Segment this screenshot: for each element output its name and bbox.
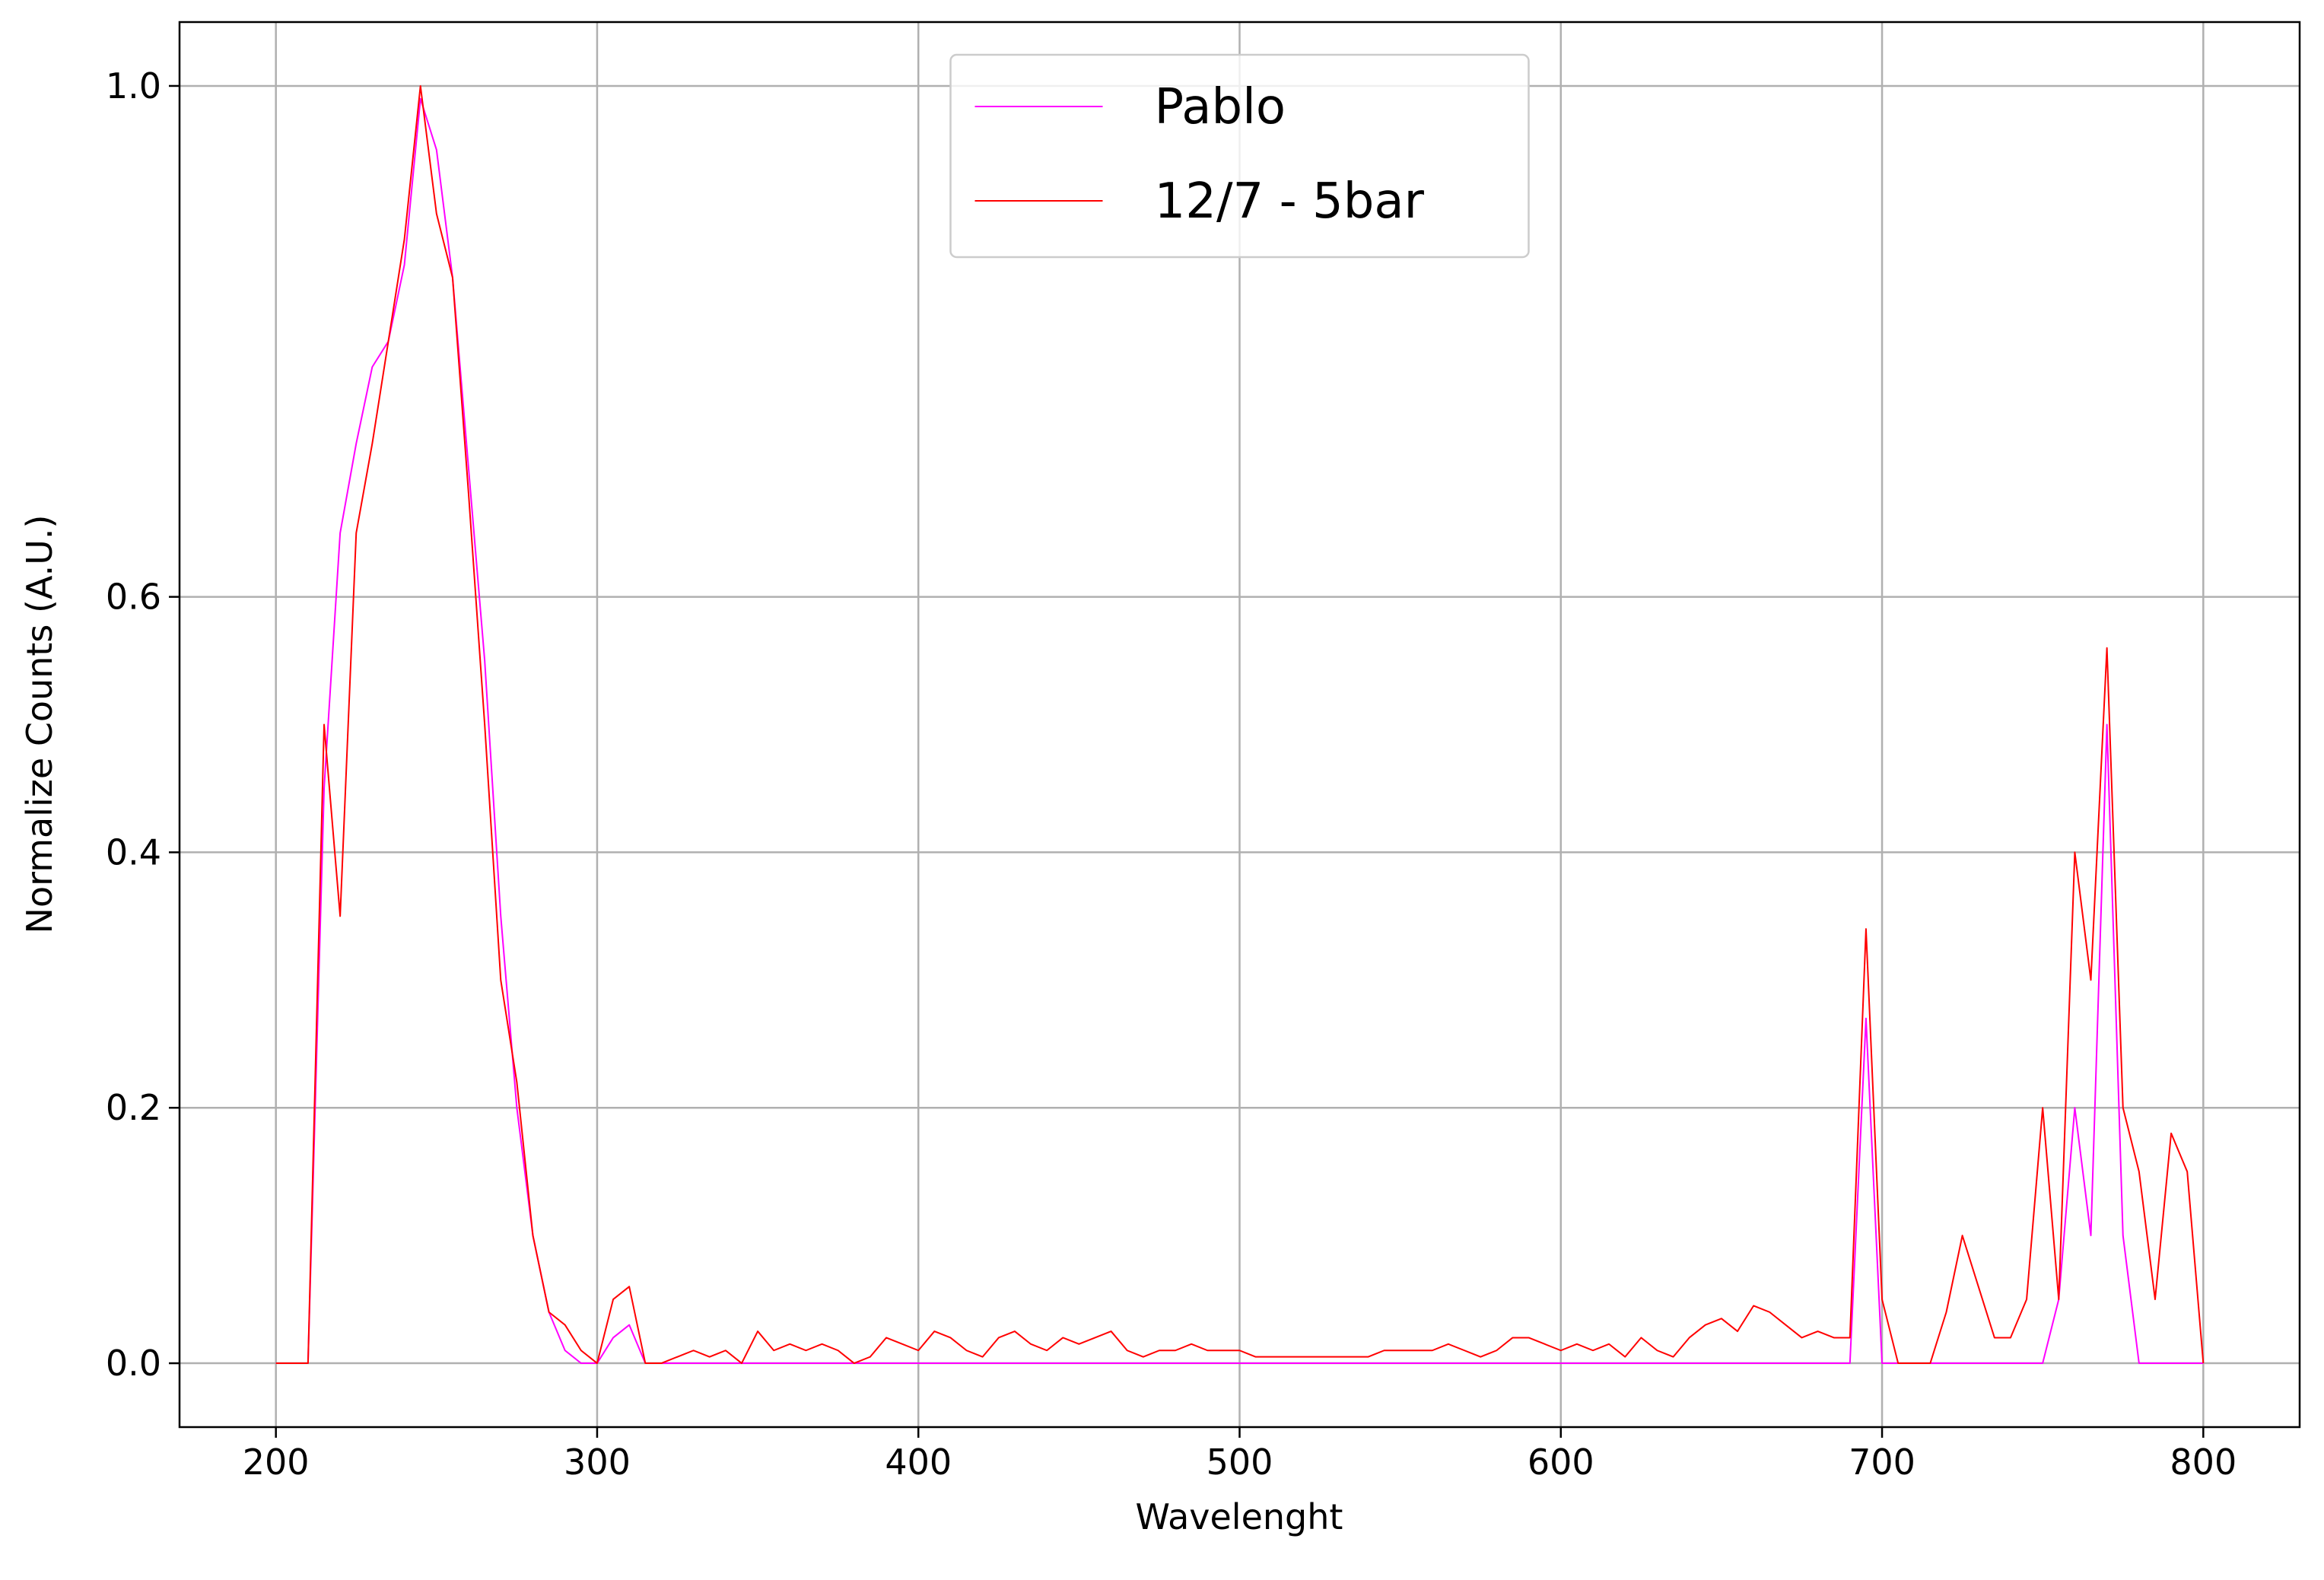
legend-label: Pablo: [1155, 79, 1286, 135]
y-tick-label: 0.4: [106, 831, 161, 873]
legend: Pablo 12/7 - 5bar: [949, 53, 1530, 259]
y-axis-label: Normalize Counts (A.U.): [19, 515, 60, 934]
data-line: [275, 84, 2205, 1365]
x-tick-label: 200: [243, 1442, 310, 1483]
x-axis-label: Wavelenght: [1136, 1496, 1343, 1537]
x-tick-label: 500: [1207, 1442, 1273, 1483]
lines: [275, 84, 2205, 1365]
legend-box: [949, 53, 1530, 259]
x-tick-label: 700: [1849, 1442, 1915, 1483]
x-tick-label: 300: [564, 1442, 631, 1483]
x-tick-label: 800: [2170, 1442, 2237, 1483]
grid: [180, 22, 2300, 1427]
legend-label: 12/7 - 5bar: [1155, 173, 1425, 230]
x-tick-label: 400: [885, 1442, 952, 1483]
y-tick-label: 0.6: [106, 577, 161, 618]
y-tick-label: 0.0: [106, 1343, 161, 1384]
y-tick-label: 0.2: [106, 1087, 161, 1128]
y-tick-label: 1.0: [106, 65, 161, 106]
ticks: 200 300 400 500 600 700 800 0.0 0.2 0.4 0.6 1.0: [106, 65, 2237, 1483]
x-tick-label: 600: [1528, 1442, 1594, 1483]
